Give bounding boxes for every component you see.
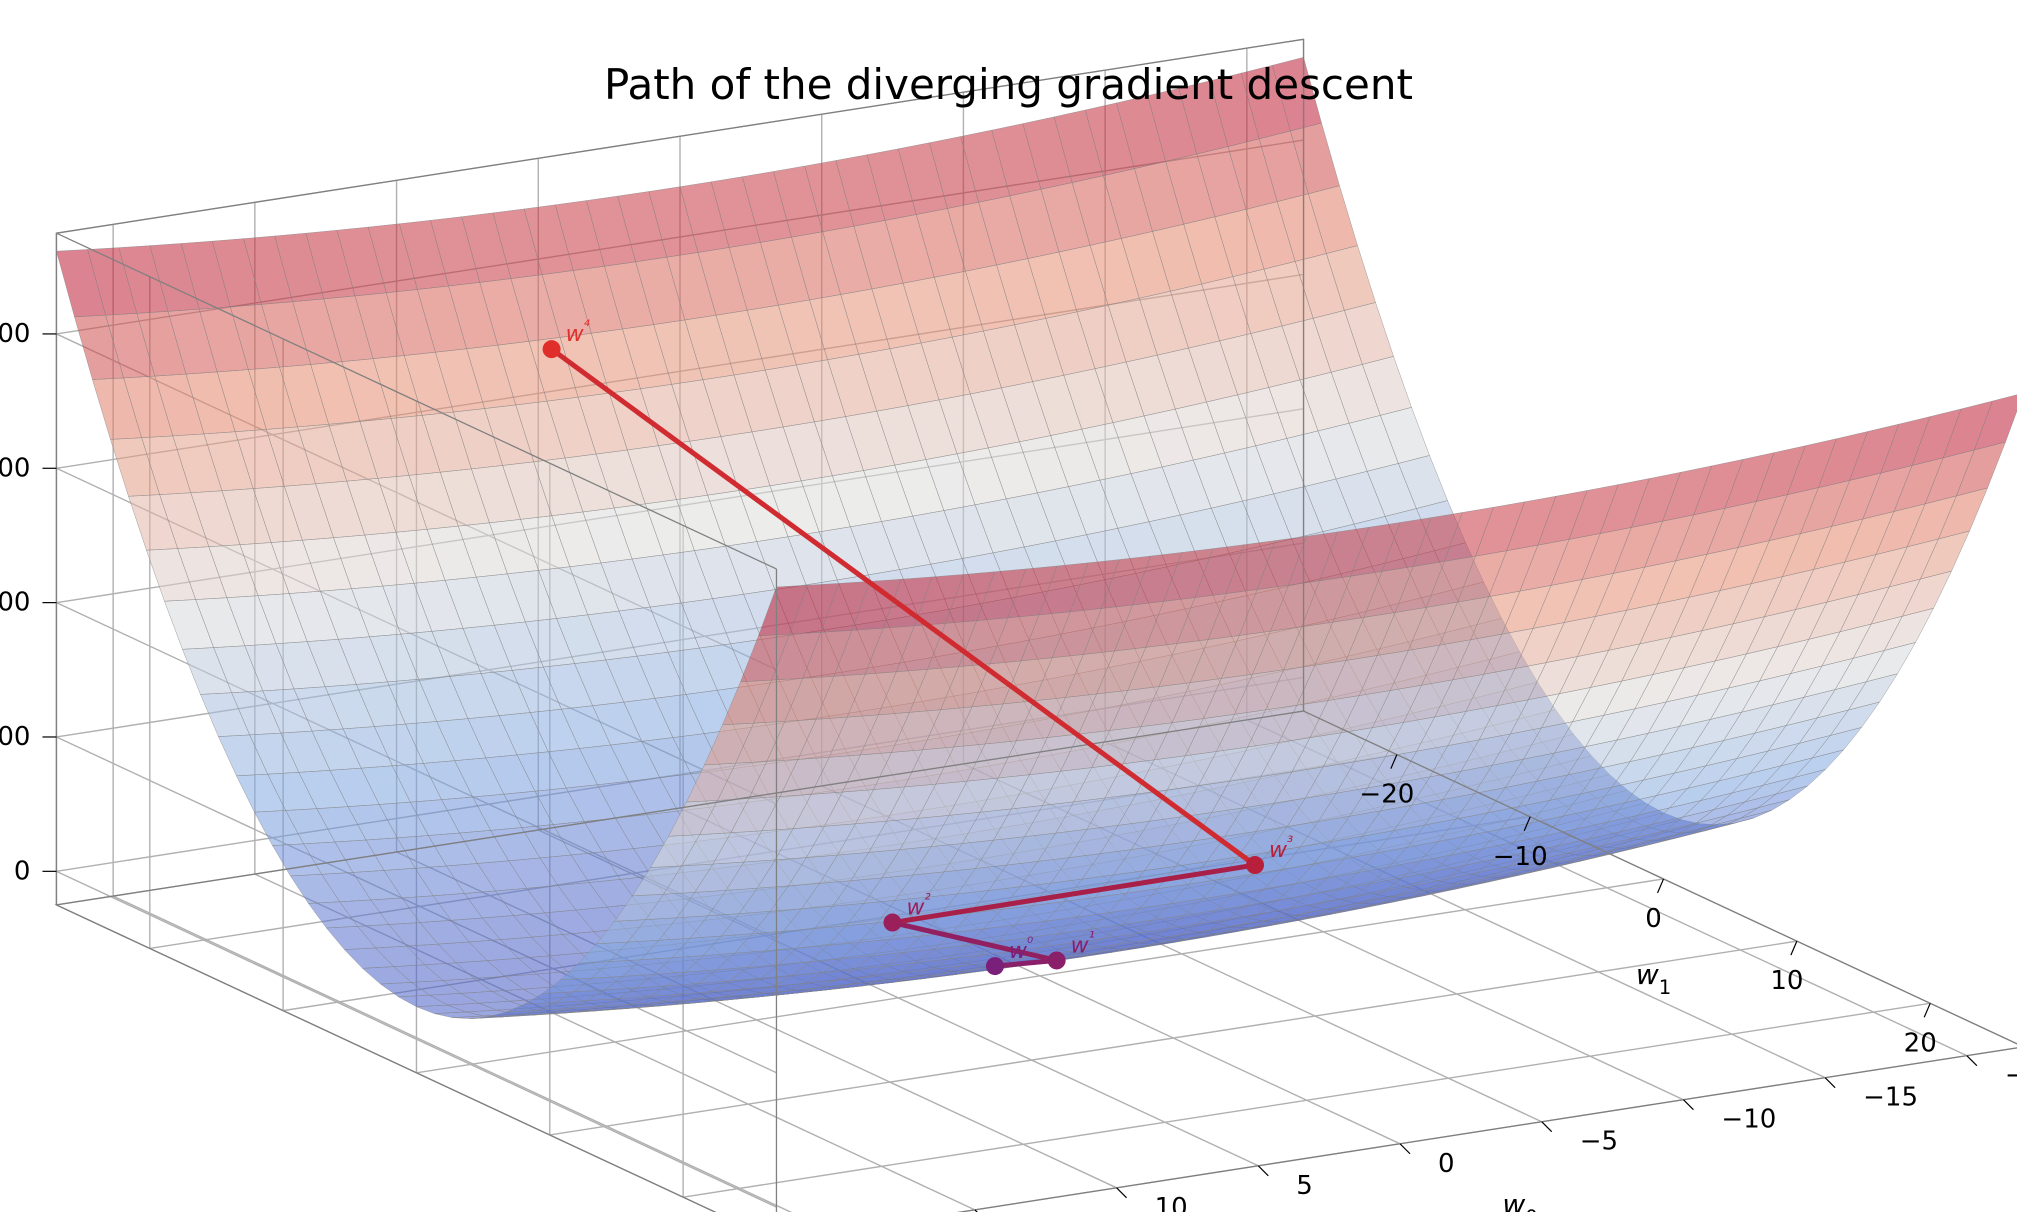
y-axis-label: w0 bbox=[1502, 1188, 1537, 1212]
path-marker bbox=[883, 914, 901, 932]
x-tick-label: −10 bbox=[1493, 842, 1548, 872]
grid-line bbox=[1683, 1100, 1693, 1110]
z-tick-label: 8000 bbox=[0, 319, 30, 349]
x-tick-label: 10 bbox=[1770, 966, 1803, 996]
grid-line bbox=[1117, 1188, 1127, 1198]
y-tick-label: −10 bbox=[1721, 1105, 1776, 1135]
grid-line bbox=[1967, 1056, 1977, 1066]
x-tick-label: −20 bbox=[1359, 780, 1414, 810]
z-tick-label: 0 bbox=[14, 856, 31, 886]
y-tick-label: −5 bbox=[1580, 1127, 1618, 1157]
path-marker bbox=[543, 340, 561, 358]
z-tick-label: 4000 bbox=[0, 588, 30, 618]
x-tick-label: 0 bbox=[1645, 904, 1662, 934]
chart-title: Path of the diverging gradient descent bbox=[0, 60, 2017, 109]
x-tick-label: 20 bbox=[1904, 1028, 1937, 1058]
path-marker bbox=[986, 957, 1004, 975]
path-marker bbox=[1048, 951, 1066, 969]
grid-line bbox=[1542, 1122, 1552, 1132]
z-tick-label: 6000 bbox=[0, 453, 30, 483]
path-marker bbox=[1246, 856, 1264, 874]
z-tick-label: 2000 bbox=[0, 722, 30, 752]
grid-line bbox=[1825, 1078, 1835, 1088]
y-tick-label: −15 bbox=[1863, 1083, 1918, 1113]
y-tick-label: 5 bbox=[1296, 1171, 1313, 1201]
grid-line bbox=[1258, 1166, 1268, 1176]
y-tick-label: 10 bbox=[1155, 1193, 1188, 1212]
chart-3d-svg: w⁰w¹w²w³w⁴−20−1001020−20−15−10−505101520… bbox=[0, 0, 2017, 1212]
y-tick-label: −20 bbox=[2005, 1061, 2017, 1091]
y-tick-label: 0 bbox=[1438, 1149, 1455, 1179]
grid-line bbox=[1400, 1144, 1410, 1154]
